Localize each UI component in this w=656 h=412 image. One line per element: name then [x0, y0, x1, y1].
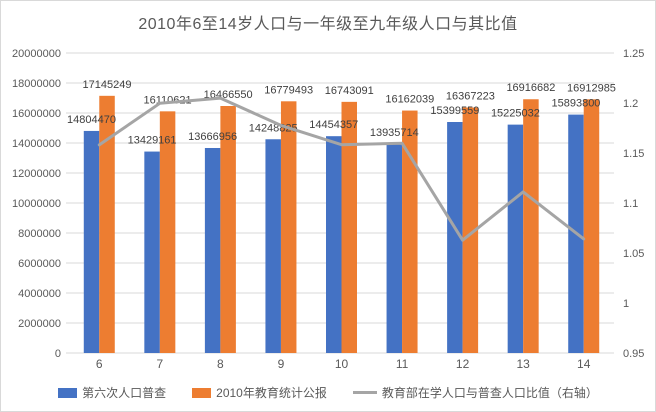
bar-bulletin-13: [523, 99, 539, 353]
bar-value-label: 16367223: [446, 90, 495, 102]
chart-title: 2010年6至14岁人口与一年级至九年级人口与其比值: [138, 16, 518, 33]
bar-value-label: 13935714: [370, 127, 419, 139]
left-axis-tick-label: 16000000: [12, 108, 61, 120]
ratio-line: [97, 96, 586, 242]
left-axis-tick-label: 14000000: [12, 138, 61, 150]
left-axis-tick-label: 20000000: [12, 48, 61, 60]
x-axis-label: 7: [156, 357, 163, 371]
bar-value-label: 16779493: [264, 84, 313, 96]
bar-census-11: [386, 143, 403, 353]
bar-value-label: 15399559: [430, 105, 479, 117]
right-axis-tick-label: 1: [623, 298, 629, 310]
bar-value-label: 14804470: [67, 114, 116, 126]
bar-value-label: 15225032: [491, 108, 540, 120]
bar-value-label: 16743091: [325, 85, 374, 97]
bar-value-label: 17145249: [83, 79, 132, 91]
left-axis-tick-label: 12000000: [12, 168, 61, 180]
bar-bulletin-6: [99, 95, 115, 354]
left-axis-tick-label: 0: [55, 348, 61, 360]
bar-value-label: 15893800: [551, 98, 600, 110]
bar-value-label: 14454357: [309, 119, 358, 131]
right-axis-tick-label: 1.25: [623, 48, 644, 60]
bar-census-7: [144, 151, 160, 353]
legend-item-education-bulletin: 2010年教育统计公报: [192, 384, 327, 401]
bar-bulletin-9: [280, 101, 297, 353]
legend-label-ratio-line: 教育部在学人口与普查人口比值（右轴）: [381, 386, 598, 400]
legend-swatch-bulletin-orange: [192, 387, 212, 398]
bar-value-label: 13666956: [188, 131, 237, 143]
left-axis-tick-label: 2000000: [18, 318, 61, 330]
x-axis-label: 11: [396, 357, 409, 371]
left-axis-tick-label: 8000000: [18, 228, 61, 240]
right-axis-tick-label: 1.1: [623, 198, 638, 210]
legend-swatch-census-blue: [58, 387, 78, 398]
left-axis-tick-label: 4000000: [18, 288, 61, 300]
bar-census-12: [447, 122, 463, 353]
bar-value-label: 16916682: [506, 82, 555, 94]
legend-item-census: 第六次人口普查: [58, 384, 166, 401]
chart-legend: 第六次人口普查 2010年教育统计公报 教育部在学人口与普查人口比值（右轴）: [1, 384, 655, 401]
bar-bulletin-12: [462, 107, 479, 353]
bar-census-9: [265, 139, 281, 353]
bar-bulletin-10: [341, 101, 357, 353]
right-axis-tick-label: 0.95: [623, 348, 644, 360]
bar-value-label: 13429161: [128, 135, 177, 147]
x-axis-label: 10: [335, 357, 349, 371]
x-axis-label: 12: [456, 357, 470, 371]
right-axis-tick-label: 1.05: [623, 248, 644, 260]
legend-label-census: 第六次人口普查: [82, 386, 167, 400]
right-axis-tick-label: 1.2: [623, 98, 638, 110]
bar-bulletin-11: [402, 110, 418, 353]
legend-label-education-bulletin: 2010年教育统计公报: [216, 386, 327, 400]
x-axis-label: 13: [516, 357, 530, 371]
bar-census-13: [507, 124, 524, 354]
x-axis-label: 14: [577, 357, 591, 371]
x-axis-label: 6: [96, 357, 103, 371]
bar-census-6: [83, 130, 100, 353]
bar-value-label: 16110621: [144, 94, 192, 106]
right-axis-tick-label: 1.15: [623, 148, 644, 160]
left-axis-tick-label: 10000000: [12, 198, 61, 210]
legend-swatch-ratio-line: [352, 391, 377, 394]
bar-census-10: [326, 136, 342, 353]
left-axis-tick-label: 18000000: [12, 78, 61, 90]
bar-value-label: 16912985: [567, 82, 616, 94]
bar-census-8: [204, 147, 221, 353]
bar-value-label: 16162039: [385, 94, 434, 106]
left-axis-tick-label: 6000000: [18, 258, 61, 270]
x-axis-label: 8: [217, 357, 224, 371]
legend-item-ratio-line: 教育部在学人口与普查人口比值（右轴）: [352, 384, 598, 401]
x-axis-label: 9: [278, 357, 285, 371]
bar-bulletin-7: [159, 111, 176, 353]
bar-bulletin-14: [583, 99, 600, 353]
bar-bulletin-8: [220, 106, 236, 354]
